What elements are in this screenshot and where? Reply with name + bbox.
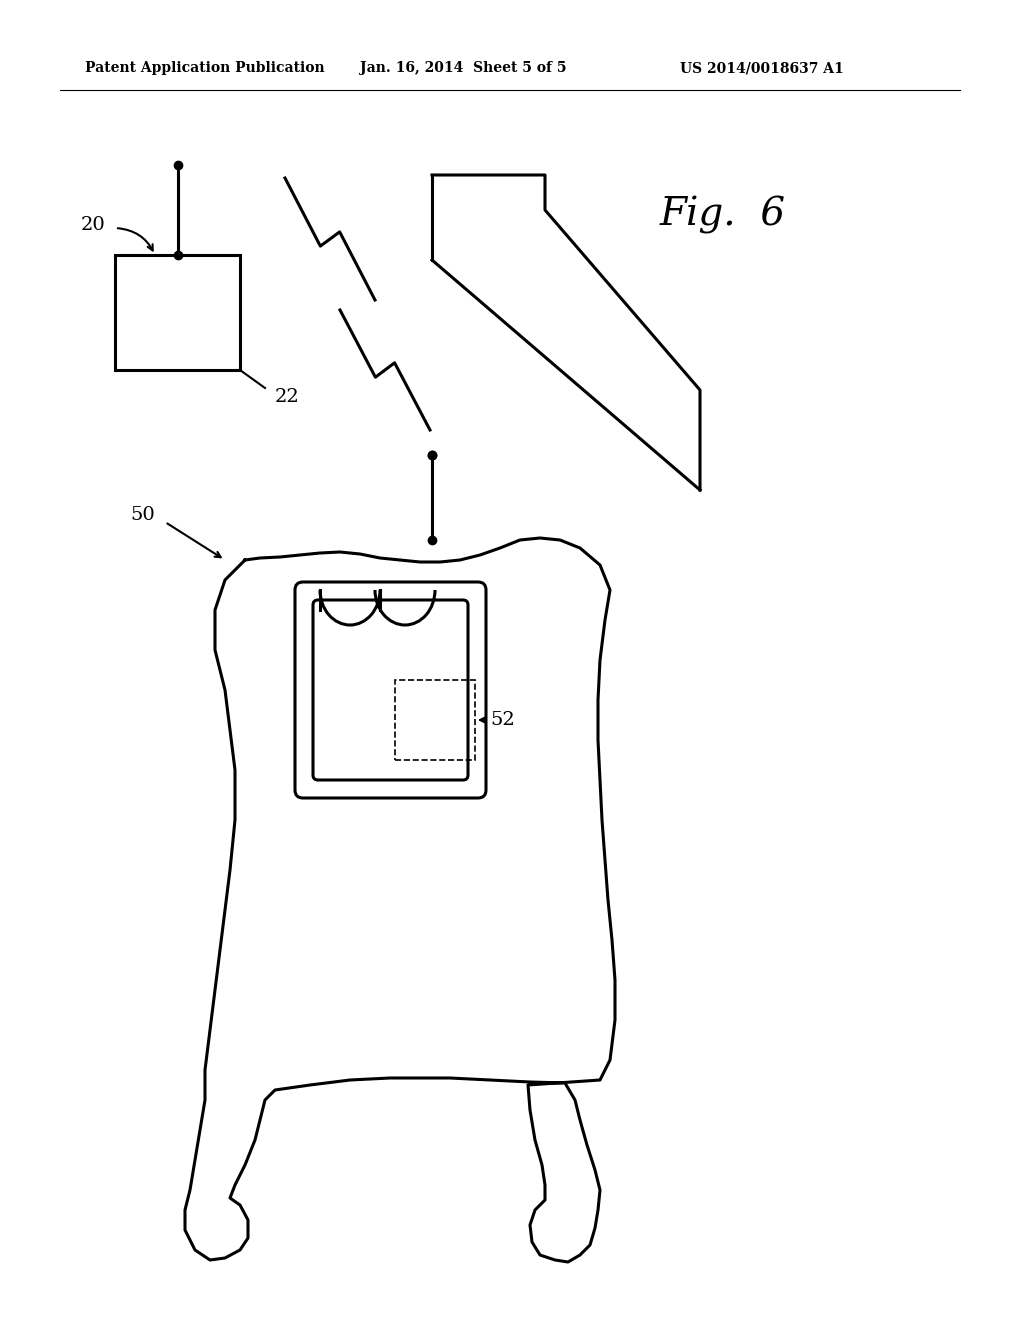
Bar (395, 680, 475, 760)
Bar (115, 255, 240, 370)
Text: Jan. 16, 2014  Sheet 5 of 5: Jan. 16, 2014 Sheet 5 of 5 (360, 61, 566, 75)
Text: Patent Application Publication: Patent Application Publication (85, 61, 325, 75)
Text: Fig.  6: Fig. 6 (660, 195, 786, 234)
Text: US 2014/0018637 A1: US 2014/0018637 A1 (680, 61, 844, 75)
Text: 20: 20 (80, 216, 105, 234)
Text: 22: 22 (275, 388, 300, 407)
Text: 52: 52 (490, 711, 515, 729)
Text: 50: 50 (130, 506, 155, 524)
